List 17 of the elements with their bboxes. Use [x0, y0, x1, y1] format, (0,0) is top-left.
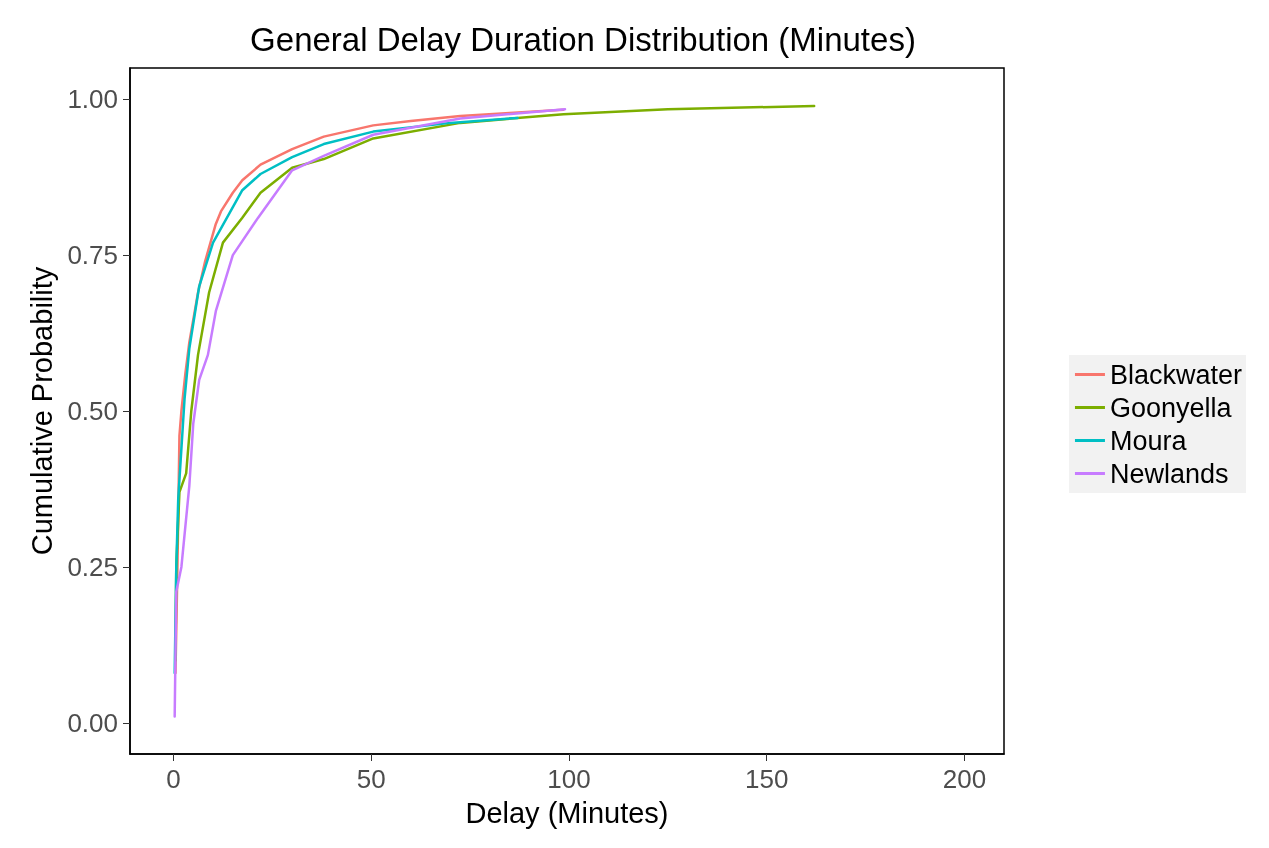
legend-label: Moura — [1109, 425, 1188, 456]
chart-title: General Delay Duration Distribution (Minutes) — [250, 21, 916, 58]
y-tick-label: 0.75 — [67, 240, 118, 271]
x-axis-title: Delay (Minutes) — [465, 796, 669, 829]
y-tick-label: 0.50 — [67, 396, 118, 426]
y-tick-label: 1.00 — [67, 84, 118, 115]
x-tick-label: 50 — [356, 764, 386, 794]
legend-label: Blackwater — [1109, 359, 1243, 390]
y-tick-label: 0.25 — [67, 551, 118, 582]
y-tick-label: 0.00 — [67, 707, 118, 738]
x-tick-label: 0 — [166, 764, 181, 794]
legend-label: Goonyella — [1109, 392, 1233, 423]
x-tick-label: 100 — [547, 764, 591, 794]
y-axis-title: Cumulative Probability — [26, 266, 58, 556]
x-tick-label: 150 — [745, 764, 789, 794]
legend-label: Newlands — [1109, 458, 1229, 489]
x-tick-label: 200 — [942, 764, 987, 794]
